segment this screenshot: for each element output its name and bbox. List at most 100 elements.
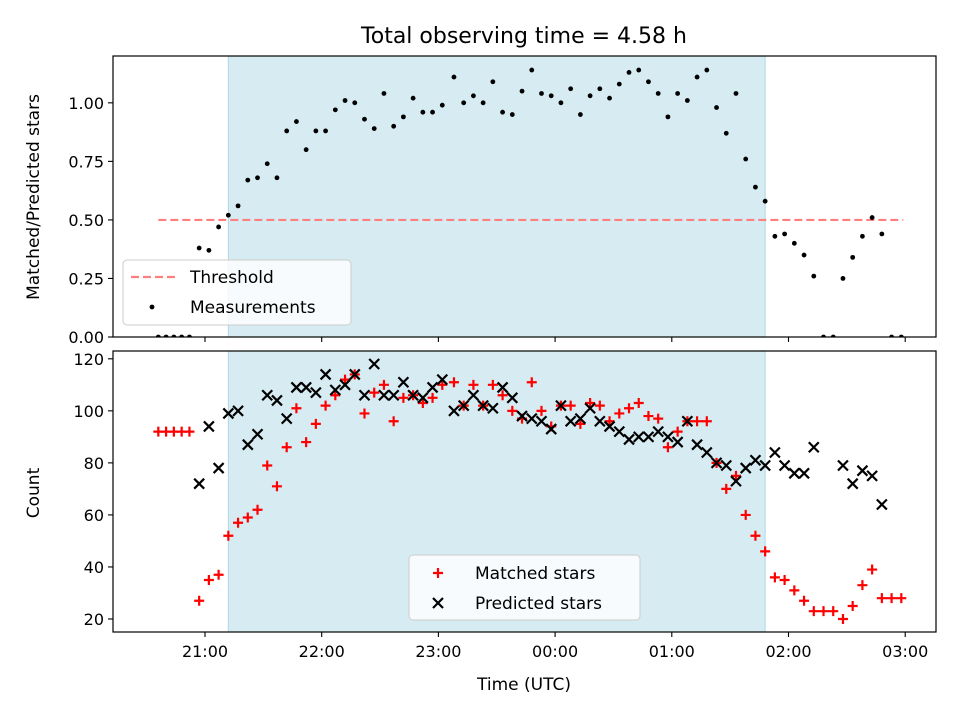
- top-series-0-point-16: [303, 147, 309, 153]
- x-tick-label-2: 23:00: [415, 642, 461, 661]
- top-series-0-point-43: [568, 86, 574, 92]
- bottom-series-1-point-62: [798, 467, 810, 480]
- top-series-0-point-6: [206, 247, 212, 253]
- bottom-series-0-point-70: [828, 606, 839, 617]
- bottom-series-1-point-33: [516, 410, 528, 422]
- bottom-series-1-point-54: [720, 459, 733, 472]
- bottom-series-1-point-27: [457, 399, 470, 412]
- top-series-0-point-63: [762, 198, 768, 204]
- bottom-y-tick-label-4: 100: [73, 402, 104, 421]
- top-series-0-point-30: [439, 102, 445, 108]
- top-series-0-point-11: [255, 175, 260, 181]
- top-y-tick-label-1: 0.25: [68, 269, 104, 288]
- top-series-0-point-13: [274, 175, 280, 181]
- bottom-series-1-point-24: [426, 381, 439, 394]
- top-series-0-point-54: [675, 91, 681, 96]
- bottom-series-0-point-59: [721, 483, 732, 494]
- bottom-series-1-point-58: [759, 459, 771, 472]
- top-series-0-point-51: [646, 79, 651, 85]
- bottom-series-1-point-63: [808, 441, 820, 454]
- bottom-series-1-point-15: [339, 379, 351, 391]
- bottom-series-1-point-52: [701, 446, 713, 459]
- top-series-0-point-35: [490, 79, 496, 85]
- legend-measurements-swatch: [149, 304, 155, 310]
- bottom-series-0-point-31: [448, 377, 459, 388]
- top-series-0-point-74: [869, 215, 875, 220]
- bottom-series-1-point-49: [671, 436, 684, 448]
- bottom-series-0-point-22: [359, 408, 370, 419]
- bottom-series-1-point-9: [280, 412, 293, 425]
- bottom-series-1-point-0: [193, 477, 205, 490]
- bottom-y-tick-label-2: 60: [84, 506, 104, 525]
- bottom-series-0-point-63: [760, 546, 771, 557]
- top-series-0-point-40: [539, 91, 544, 96]
- bottom-series-0-point-13: [271, 481, 282, 492]
- top-series-0-point-66: [791, 240, 797, 246]
- bottom-series-1-point-19: [378, 389, 390, 402]
- bottom-series-0-point-39: [526, 377, 537, 388]
- top-series-0-point-31: [451, 74, 457, 80]
- top-series-0-point-5: [196, 245, 202, 251]
- top-series-0-point-58: [714, 105, 719, 110]
- top-series-0-point-34: [480, 100, 486, 106]
- legend-predicted-label: Predicted stars: [475, 594, 602, 614]
- bottom-series-0-point-16: [301, 437, 312, 448]
- top-series-0-point-68: [811, 273, 817, 279]
- bottom-series-1-point-59: [769, 446, 781, 459]
- top-series-0-point-71: [840, 276, 846, 281]
- bottom-series-0-point-14: [281, 442, 292, 453]
- bottom-series-0-point-44: [575, 418, 586, 429]
- bottom-series-1-point-6: [251, 428, 264, 441]
- bottom-series-1-point-26: [448, 405, 460, 417]
- top-series-0-point-64: [772, 233, 778, 239]
- bottom-series-1-point-3: [222, 407, 235, 420]
- bottom-y-axis-label: Count: [24, 467, 44, 518]
- top-y-tick-label-4: 1.00: [68, 94, 104, 113]
- bottom-series-0-point-26: [398, 392, 409, 403]
- bottom-series-1-point-48: [662, 431, 674, 443]
- bottom-series-0-point-18: [320, 400, 331, 411]
- bottom-series-0-point-64: [769, 572, 780, 583]
- bottom-markers: [153, 358, 907, 624]
- bottom-series-1-point-41: [594, 415, 606, 428]
- top-series-0-point-18: [323, 128, 328, 134]
- top-series-0-point-47: [607, 95, 612, 101]
- bottom-series-0-point-77: [896, 593, 907, 604]
- x-tick-label-3: 00:00: [532, 642, 578, 661]
- bottom-series-0-point-17: [310, 418, 321, 429]
- bottom-series-1-point-51: [691, 438, 703, 451]
- top-y-tick-label-0: 0.00: [68, 328, 104, 347]
- top-series-0-point-7: [216, 224, 222, 230]
- top-series-0-point-15: [294, 119, 299, 124]
- bottom-series-1-point-11: [300, 381, 312, 394]
- x-axis-label: Time (UTC): [476, 675, 571, 695]
- bottom-series-0-point-23: [369, 387, 380, 398]
- bottom-series-1-point-61: [788, 467, 801, 480]
- top-series-0-point-52: [655, 91, 661, 96]
- top-panel: 0.00 0.25 0.50 0.75 1.00 Threshold Measurement…: [68, 55, 937, 347]
- bottom-series-1-point-2: [212, 462, 225, 474]
- bottom-series-1-point-36: [545, 423, 557, 435]
- bottom-series-0-point-30: [437, 379, 448, 390]
- top-series-0-point-32: [461, 100, 467, 106]
- bottom-series-0-point-49: [624, 403, 635, 414]
- bottom-y-tick-label-5: 120: [73, 350, 104, 369]
- bottom-series-0-point-5: [194, 595, 205, 606]
- bottom-series-1-point-38: [564, 415, 577, 428]
- bottom-series-1-point-50: [681, 415, 694, 428]
- bottom-series-1-point-25: [436, 373, 449, 386]
- legend-measurements-label: Measurements: [190, 298, 316, 318]
- bottom-series-0-point-28: [417, 398, 428, 409]
- bottom-y-tick-label-1: 40: [84, 558, 104, 577]
- bottom-series-0-point-29: [427, 392, 438, 403]
- bottom-series-0-point-52: [653, 413, 664, 424]
- top-series-0-point-21: [352, 100, 358, 106]
- top-series-0-point-27: [410, 95, 416, 101]
- top-series-0-point-37: [509, 112, 515, 117]
- top-y-tick-label-2: 0.50: [68, 211, 104, 230]
- top-y-axis-label: Matched/Predicted stars: [24, 94, 44, 300]
- bottom-series-0-point-68: [808, 606, 819, 617]
- bottom-series-0-point-62: [750, 530, 761, 541]
- top-series-0-point-55: [684, 98, 690, 103]
- bottom-series-0-point-72: [847, 600, 858, 611]
